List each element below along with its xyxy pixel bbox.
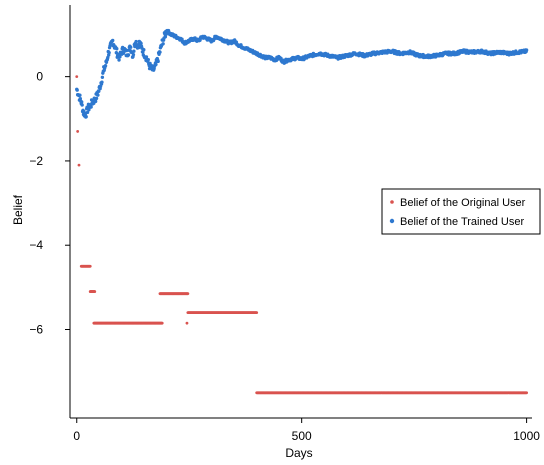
- original-user-point: [77, 163, 81, 167]
- original-user-point: [255, 311, 259, 315]
- trained-user-point: [146, 57, 150, 62]
- original-user-point: [88, 264, 92, 268]
- trained-user-point: [89, 105, 93, 109]
- y-tick-label: −2: [29, 154, 43, 168]
- legend-marker-trained: [389, 218, 395, 224]
- trained-user-point: [111, 38, 115, 43]
- legend-marker-original: [390, 200, 394, 204]
- y-tick-label: 0: [36, 70, 43, 84]
- trained-user-point: [158, 50, 162, 54]
- x-tick-label: 1000: [513, 429, 540, 443]
- original-user-point: [185, 321, 189, 325]
- trained-user-point: [93, 99, 98, 104]
- trained-user-point: [163, 35, 168, 39]
- x-tick-label: 0: [73, 429, 80, 443]
- plot-area: [75, 28, 529, 395]
- original-user-point: [525, 391, 529, 395]
- trained-user-point: [100, 75, 105, 80]
- original-user-point: [186, 292, 190, 296]
- x-tick-label: 500: [292, 429, 312, 443]
- trained-user-point: [78, 97, 83, 101]
- trained-user-point: [85, 110, 90, 115]
- trained-user-point: [79, 100, 84, 104]
- trained-user-point: [132, 49, 136, 53]
- trained-user-point: [78, 93, 82, 97]
- trained-user-point: [524, 48, 529, 52]
- x-axis-title: Days: [285, 446, 312, 460]
- trained-user-point: [161, 42, 165, 46]
- trained-user-point: [103, 64, 108, 68]
- trained-user-point: [106, 55, 110, 60]
- trained-user-point: [131, 52, 136, 57]
- trained-user-point: [96, 93, 100, 97]
- legend-label-trained: Belief of the Trained User: [400, 216, 524, 228]
- y-tick-label: −4: [29, 238, 43, 252]
- trained-user-point: [97, 89, 101, 93]
- trained-user-point: [142, 48, 146, 52]
- trained-user-point: [84, 115, 88, 119]
- legend: Belief of the Original User Belief of th…: [381, 188, 541, 235]
- original-user-point: [75, 75, 79, 79]
- trained-user-point: [100, 80, 104, 84]
- trained-user-point: [126, 53, 131, 57]
- trained-user-point: [94, 96, 99, 101]
- legend-label-original: Belief of the Original User: [400, 197, 526, 209]
- trained-user-point: [117, 58, 121, 62]
- legend-box: [381, 188, 541, 235]
- trained-user-point: [107, 50, 111, 55]
- trained-user-point: [129, 45, 133, 49]
- original-user-point: [93, 290, 97, 293]
- original-user-point: [160, 321, 164, 325]
- trained-user-point: [134, 39, 138, 44]
- trained-user-point: [80, 103, 84, 107]
- trained-user-point: [139, 41, 143, 46]
- trained-user-point: [156, 59, 160, 64]
- y-axis-title: Belief: [11, 194, 25, 225]
- trained-user-point: [115, 47, 119, 51]
- trained-user-point: [75, 88, 79, 92]
- trained-user-point: [118, 55, 122, 59]
- y-tick-label: −6: [29, 323, 43, 337]
- axes: 0 500 1000 0 −2 −4 −6: [29, 5, 540, 443]
- original-user-point: [76, 130, 80, 133]
- trained-user-point: [154, 62, 158, 67]
